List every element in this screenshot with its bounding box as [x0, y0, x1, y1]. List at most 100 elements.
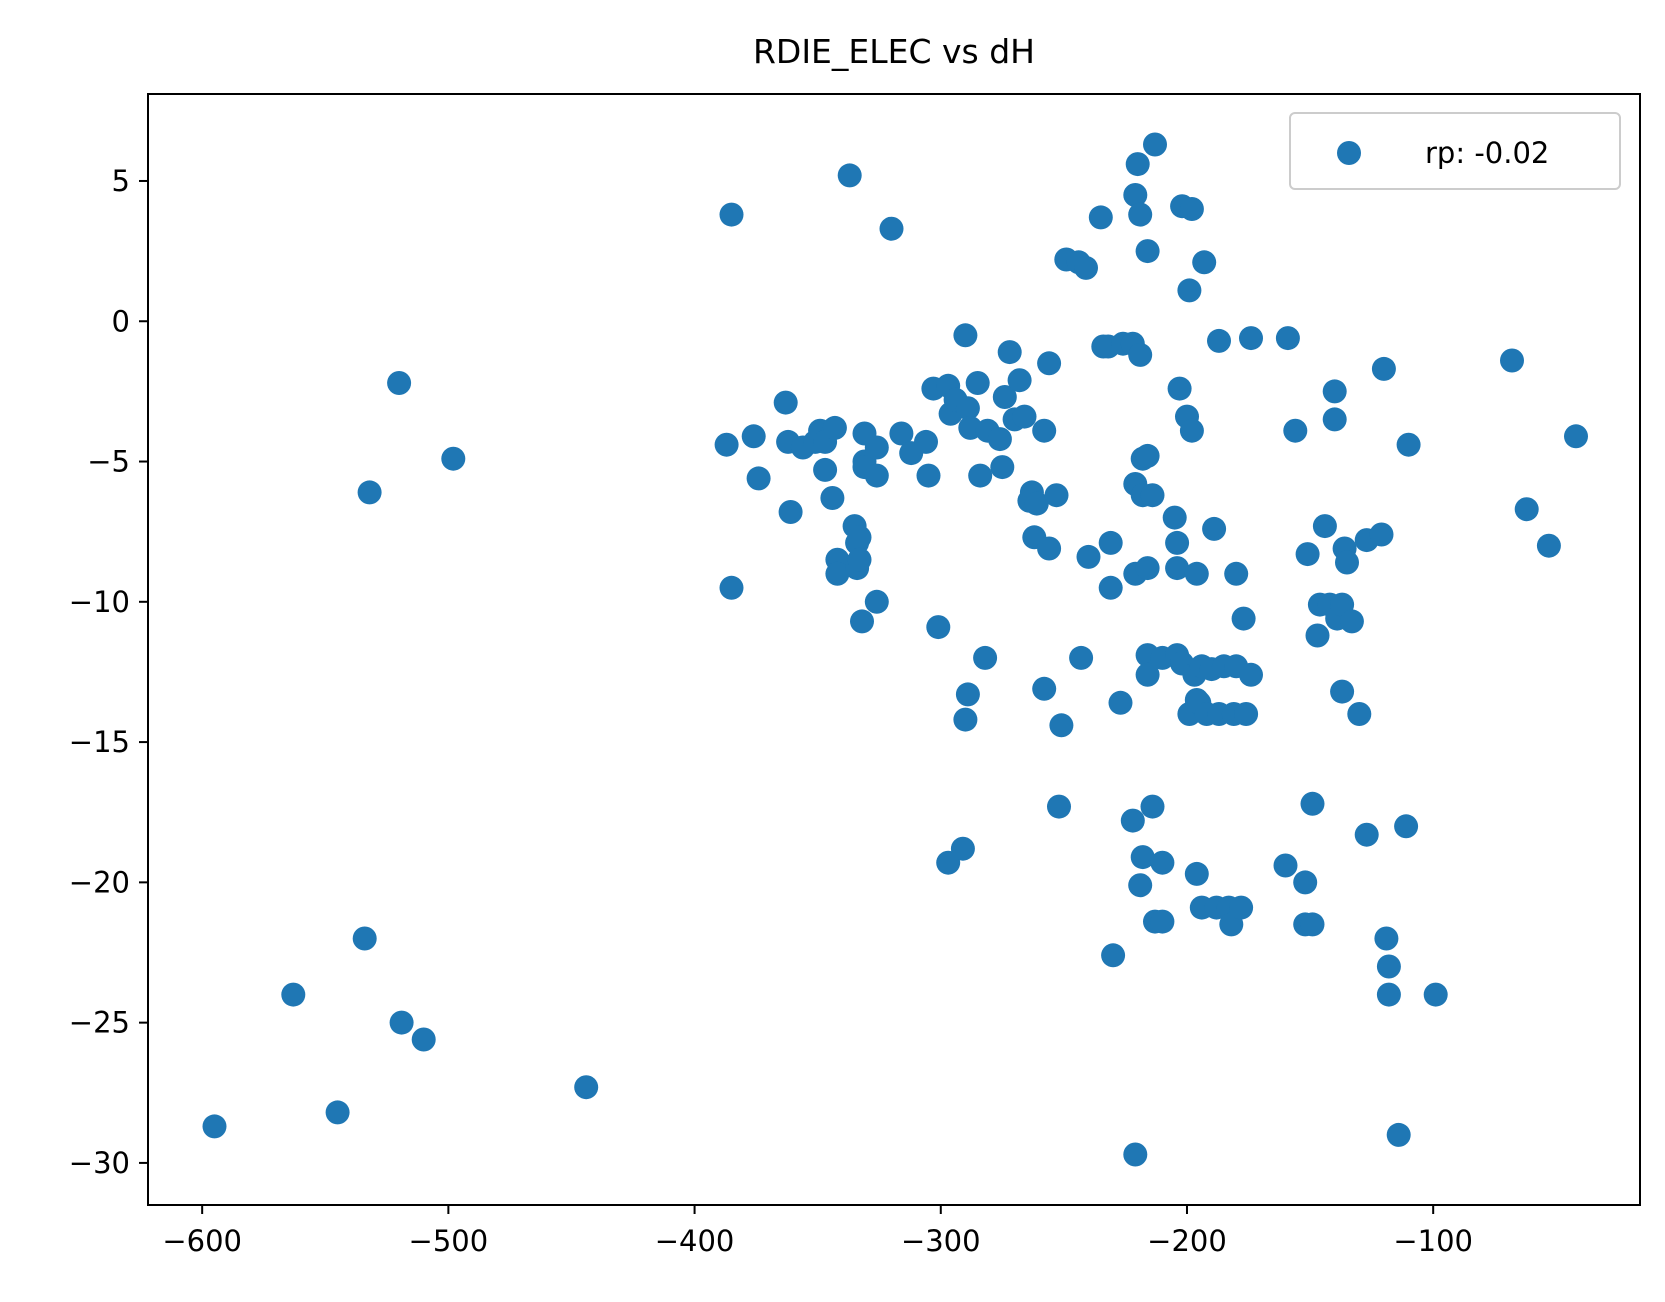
chart-title: RDIE_ELEC vs dH: [753, 32, 1035, 71]
data-point: [1037, 351, 1062, 376]
y-axis: 5 0 −5 −10 −15 −20 −25 −30: [69, 164, 148, 1180]
data-point: [1135, 239, 1160, 264]
data-point: [1312, 514, 1337, 539]
data-point: [1179, 418, 1204, 443]
data-point: [1293, 870, 1318, 895]
data-point: [746, 466, 771, 491]
data-point: [1012, 404, 1037, 429]
data-point: [1143, 132, 1167, 157]
data-point: [1098, 530, 1123, 555]
data-point: [714, 432, 739, 457]
data-point: [953, 323, 978, 348]
data-point: [1354, 822, 1379, 847]
data-point: [968, 463, 993, 488]
data-point: [1500, 348, 1524, 373]
data-point: [837, 163, 862, 188]
data-point: [822, 415, 847, 440]
data-point: [1098, 575, 1123, 600]
data-point: [850, 609, 874, 634]
data-point: [1300, 791, 1325, 816]
data-point: [864, 463, 889, 488]
x-axis: −600 −500 −400 −300 −200 −100: [162, 1205, 1473, 1258]
data-point: [1295, 542, 1320, 567]
y-tick-label: −20: [69, 865, 130, 899]
data-point: [955, 682, 980, 707]
data-point: [1376, 954, 1401, 979]
data-point: [1423, 982, 1448, 1007]
data-point: [847, 547, 872, 572]
data-point: [1076, 544, 1101, 569]
legend-label: rp: -0.02: [1425, 136, 1549, 170]
data-point: [1514, 497, 1539, 522]
data-point: [719, 202, 744, 227]
data-point: [992, 385, 1017, 409]
data-point: [1128, 202, 1153, 227]
data-point: [1347, 702, 1372, 726]
data-point: [1202, 516, 1227, 541]
data-point: [1123, 1142, 1148, 1167]
data-point: [864, 435, 889, 460]
data-point: [997, 340, 1022, 365]
y-tick-label: −15: [69, 725, 130, 759]
legend-marker: [1337, 141, 1361, 165]
points-layer: [202, 132, 1588, 1167]
data-point: [1037, 536, 1062, 561]
data-point: [914, 429, 938, 454]
data-point: [864, 589, 889, 614]
data-point: [1123, 183, 1148, 207]
data-point: [1135, 443, 1160, 468]
data-point: [1179, 197, 1204, 221]
data-point: [281, 982, 306, 1007]
data-point: [411, 1027, 436, 1052]
data-point: [916, 463, 941, 488]
data-point: [1049, 713, 1074, 738]
data-point: [357, 480, 382, 505]
data-point: [1165, 530, 1190, 555]
data-point: [847, 525, 872, 550]
data-point: [1044, 483, 1069, 508]
data-point: [1150, 850, 1175, 875]
data-point: [1128, 342, 1153, 367]
data-point: [441, 446, 466, 471]
data-point: [955, 396, 980, 421]
data-point: [1088, 205, 1113, 230]
data-point: [1239, 662, 1263, 687]
data-point: [773, 390, 798, 415]
data-point: [987, 427, 1012, 452]
data-point: [1207, 328, 1231, 353]
data-point: [1339, 609, 1364, 634]
data-point: [1275, 326, 1300, 351]
data-point: [1394, 814, 1419, 839]
data-point: [1074, 255, 1098, 280]
data-point: [741, 424, 766, 449]
data-point: [1322, 407, 1347, 432]
legend-box: [1289, 112, 1621, 190]
data-point: [825, 561, 850, 586]
data-point: [1386, 1122, 1411, 1147]
data-point: [1128, 873, 1153, 898]
x-tick-label: −300: [901, 1224, 981, 1258]
data-point: [1376, 982, 1401, 1007]
data-point: [1108, 690, 1133, 715]
data-point: [387, 371, 412, 395]
data-point: [1135, 662, 1160, 687]
data-point: [1140, 794, 1165, 819]
data-point: [1273, 853, 1298, 878]
data-point: [1192, 250, 1217, 275]
data-point: [1007, 368, 1032, 393]
data-point: [1120, 808, 1145, 833]
data-point: [1564, 424, 1588, 449]
data-point: [879, 216, 904, 241]
data-point: [389, 1010, 414, 1035]
y-tick-label: 5: [112, 164, 130, 198]
data-point: [1140, 483, 1165, 508]
data-point: [1069, 645, 1094, 670]
data-point: [953, 707, 978, 732]
data-point: [1024, 491, 1049, 516]
data-point: [1283, 418, 1308, 443]
data-point: [1229, 895, 1254, 920]
data-point: [1135, 556, 1160, 581]
data-point: [1330, 679, 1355, 704]
